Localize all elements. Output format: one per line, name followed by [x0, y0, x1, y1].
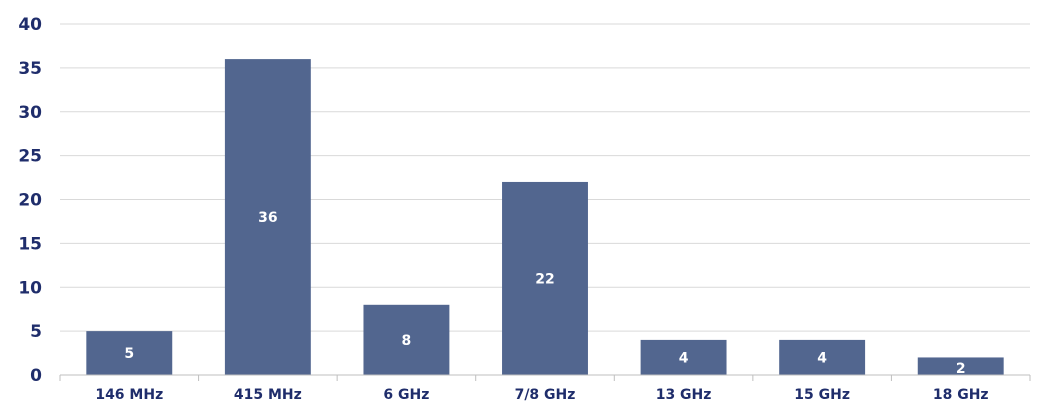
data-label: 5 [124, 346, 134, 362]
bar [502, 181, 588, 375]
x-tick-label: 6 GHz [383, 387, 429, 403]
data-label: 4 [679, 350, 689, 366]
bar [363, 304, 450, 375]
bar [640, 339, 727, 375]
y-tick-label: 5 [30, 322, 42, 342]
bar [917, 357, 1004, 375]
x-tick-label: 15 GHz [794, 387, 850, 403]
bar [779, 339, 866, 375]
x-tick-label: 415 MHz [234, 387, 302, 403]
x-tick-label: 18 GHz [933, 387, 989, 403]
y-tick-label: 20 [18, 191, 42, 211]
data-label: 8 [402, 333, 412, 349]
y-tick-label: 35 [18, 59, 42, 79]
data-label: 2 [956, 361, 966, 377]
bars [86, 59, 1004, 375]
data-label: 4 [817, 350, 827, 366]
x-tick-label: 146 MHz [95, 387, 163, 403]
x-tick-label: 13 GHz [656, 387, 712, 403]
y-tick-label: 10 [18, 278, 42, 298]
y-tick-label: 15 [18, 234, 42, 254]
labels: 0 5 10 15 20 25 30 35 40 5 146 MHz 36 415 MHz 8 6 GHz 2… [18, 15, 988, 403]
data-label: 22 [535, 271, 554, 287]
y-tick-label: 0 [30, 366, 42, 386]
axes [59, 374, 1031, 381]
x-tick-label: 7/8 GHz [515, 387, 576, 403]
data-label: 36 [258, 210, 277, 226]
y-tick-label: 30 [18, 103, 42, 123]
bar [224, 59, 311, 375]
y-tick-label: 40 [18, 15, 42, 35]
bar [86, 331, 173, 375]
y-tick-label: 25 [18, 147, 42, 167]
